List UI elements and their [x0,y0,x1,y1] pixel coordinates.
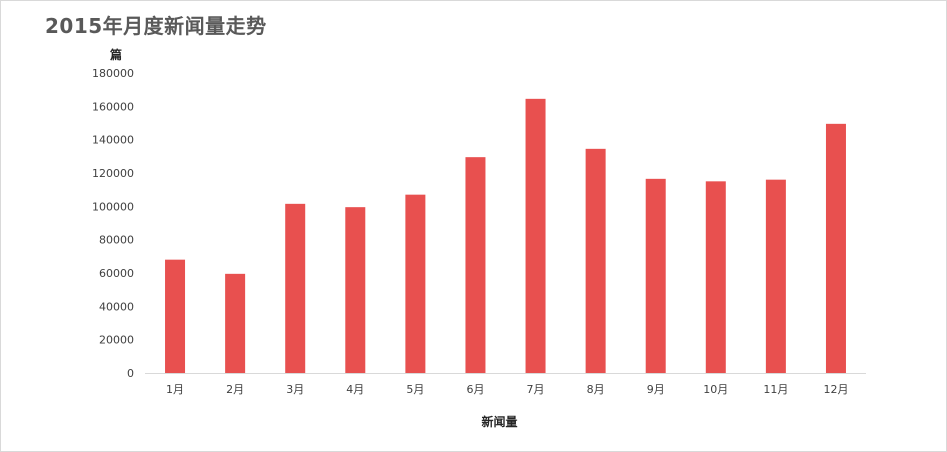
x-axis-title: 新闻量 [481,414,517,429]
chart-title: 2015年月度新闻量走势 [45,14,267,38]
bar [225,273,246,373]
y-tick-label: 20000 [99,334,134,347]
y-tick-label: 160000 [92,100,134,113]
bar [585,148,606,373]
x-axis-ticks: 1月 2月 3月 4月 5月 6月 7月 8月 9月 10月 11月 12月 [166,383,848,396]
x-tick-label: 1月 [166,383,184,396]
y-tick-label: 180000 [92,67,134,80]
bar [165,259,186,373]
y-tick-label: 120000 [92,167,134,180]
y-tick-label: 60000 [99,267,134,280]
bar [705,181,726,373]
x-tick-label: 12月 [823,383,848,396]
bar [465,157,486,373]
x-tick-label: 11月 [763,383,788,396]
bar [285,203,306,373]
x-tick-label: 7月 [527,383,545,396]
x-tick-label: 2月 [226,383,244,396]
y-tick-label: 80000 [99,234,134,247]
bar [345,207,366,373]
bar [645,178,666,373]
bar [765,179,786,373]
y-tick-label: 140000 [92,134,134,147]
y-axis-ticks: 0 20000 40000 60000 80000 100000 120000 140000 1… [92,67,134,380]
x-tick-label: 5月 [406,383,424,396]
y-tick-label: 100000 [92,200,134,213]
bars [165,98,846,373]
x-tick-label: 10月 [703,383,728,396]
x-tick-label: 8月 [587,383,605,396]
y-tick-label: 0 [127,367,134,380]
bar [825,123,846,373]
x-tick-label: 6月 [466,383,484,396]
x-tick-label: 4月 [346,383,364,396]
bar [525,98,546,373]
x-tick-label: 9月 [647,383,665,396]
bar [405,194,426,373]
x-tick-label: 3月 [286,383,304,396]
y-axis-title: 篇 [110,47,122,62]
y-tick-label: 40000 [99,300,134,313]
